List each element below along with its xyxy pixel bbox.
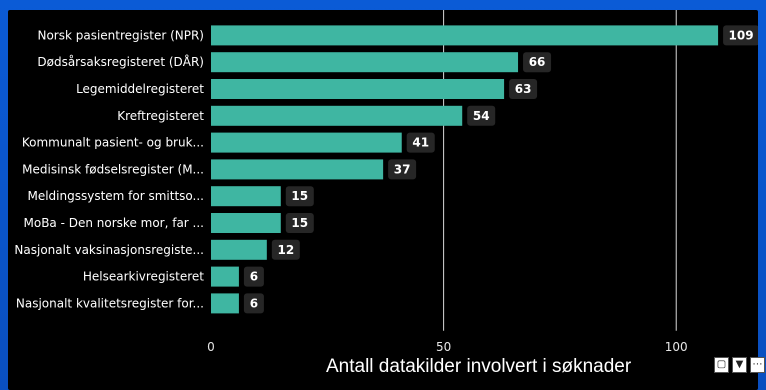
value-badge-2 (509, 79, 538, 99)
x-tick-label-0: 0 (207, 340, 215, 354)
value-label-2: 63 (515, 82, 532, 96)
bar-9[interactable] (211, 266, 239, 287)
bar-2[interactable] (211, 79, 505, 99)
category-label-10: Nasjonalt kvalitetsregister for... (16, 296, 204, 310)
bar-7[interactable] (211, 213, 281, 233)
value-label-3: 54 (473, 109, 490, 123)
bar-0[interactable] (211, 25, 719, 46)
category-label-1: Dødsårsaksregisteret (DÅR) (37, 54, 204, 69)
chart-panel: 0 50 100 Norsk pasientregister (NPR) 109 Døds… (8, 10, 758, 390)
x-tick-label-2: 100 (665, 340, 688, 354)
value-badge-1 (523, 52, 552, 73)
value-badge-9 (243, 266, 264, 287)
category-label-7: MoBa - Den norske mor, far ... (24, 216, 205, 230)
category-label-5: Medisinsk fødselsregister (M... (22, 162, 204, 176)
bar-8[interactable] (211, 239, 267, 260)
bar-10[interactable] (211, 293, 239, 314)
category-label-3: Kreftregisteret (117, 109, 204, 123)
value-label-8: 12 (277, 243, 294, 257)
visual-header-toolbar: ▢ ▼ ⋯ (714, 357, 765, 373)
value-badge-6 (285, 186, 314, 207)
value-badge-4 (406, 132, 435, 153)
value-badge-7 (285, 213, 314, 233)
value-badge-5 (388, 159, 417, 180)
value-label-0: 109 (729, 28, 754, 42)
value-badge-0 (723, 25, 758, 46)
category-label-6: Meldingssystem for smittso... (27, 189, 204, 203)
category-label-8: Nasjonalt vaksinasjonsregiste... (14, 243, 204, 257)
x-tick-label-1: 50 (436, 340, 451, 354)
bar-3[interactable] (211, 105, 463, 126)
bar-4[interactable] (211, 132, 402, 153)
value-label-5: 37 (394, 162, 411, 176)
value-badge-8 (271, 239, 300, 260)
focus-mode-icon[interactable]: ▢ (714, 357, 729, 373)
category-label-2: Legemiddelregisteret (76, 82, 204, 96)
bar-6[interactable] (211, 186, 281, 207)
value-label-7: 15 (291, 216, 308, 230)
value-label-9: 6 (250, 270, 258, 284)
category-label-0: Norsk pasientregister (NPR) (37, 28, 204, 42)
value-label-6: 15 (291, 189, 308, 203)
value-label-10: 6 (250, 296, 258, 310)
bar-5[interactable] (211, 159, 384, 180)
more-options-icon[interactable]: ⋯ (750, 357, 765, 373)
horizontal-bar-chart: 0 50 100 Norsk pasientregister (NPR) 109 Døds… (14, 10, 758, 354)
value-label-4: 41 (412, 136, 429, 150)
category-label-4: Kommunalt pasient- og bruk... (22, 136, 204, 150)
x-axis-title: Antall datakilder involvert i søknader (326, 356, 632, 377)
value-badge-10 (243, 293, 264, 314)
value-badge-3 (467, 105, 496, 126)
bar-1[interactable] (211, 52, 519, 73)
category-label-9: Helsearkivregisteret (83, 270, 204, 284)
value-label-1: 66 (529, 55, 546, 69)
filter-icon[interactable]: ▼ (732, 357, 747, 373)
